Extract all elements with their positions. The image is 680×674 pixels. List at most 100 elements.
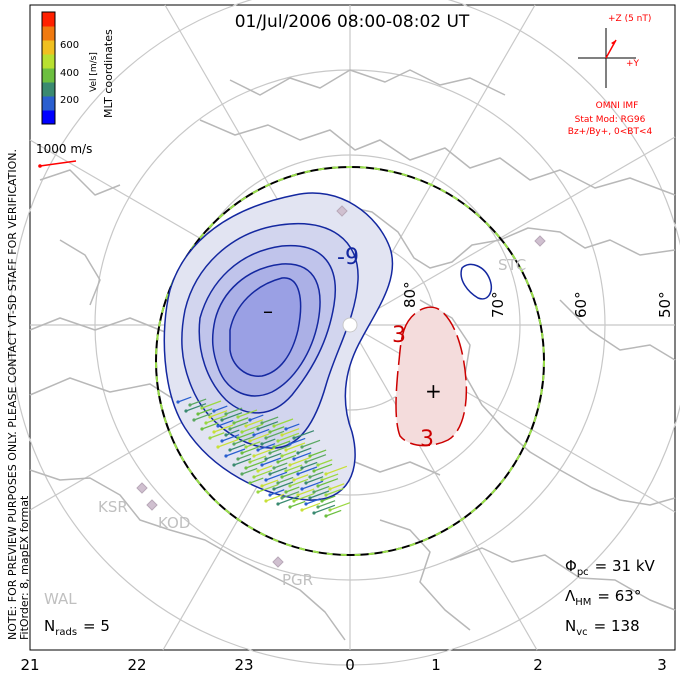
velocity-vector bbox=[321, 473, 339, 481]
vector-origin bbox=[252, 454, 256, 458]
velocity-vector bbox=[261, 457, 282, 466]
vector-origin bbox=[220, 439, 224, 443]
latitude-label-60: 60° bbox=[572, 291, 590, 318]
velocity-vector bbox=[281, 428, 300, 436]
mlt-label-22: 22 bbox=[127, 656, 146, 674]
velocity-vector bbox=[257, 421, 279, 430]
velocity-vector bbox=[249, 455, 267, 463]
velocity-vector bbox=[201, 422, 219, 430]
velocity-vector bbox=[285, 486, 300, 493]
vector-origin bbox=[292, 457, 296, 461]
vector-origin bbox=[184, 409, 188, 413]
velocity-vector bbox=[285, 423, 300, 430]
velocity-vector bbox=[209, 432, 225, 439]
velocity-vector bbox=[213, 405, 228, 412]
velocity-vector bbox=[261, 416, 279, 424]
hm-boundary-latitude: ΛHM = 63° bbox=[565, 587, 641, 608]
velocity-vector bbox=[241, 467, 258, 475]
vector-origin bbox=[236, 457, 240, 461]
vector-origin bbox=[292, 478, 296, 482]
vector-origin bbox=[248, 418, 252, 422]
velocity-vector bbox=[317, 478, 339, 487]
station-label-stc: STC bbox=[498, 256, 526, 274]
velocity-vector bbox=[237, 431, 255, 439]
vector-origin bbox=[248, 460, 252, 464]
imf-indicator: +Z (5 nT) +Y OMNI IMF Stat Mod: RG96 Bz+… bbox=[568, 14, 653, 137]
vector-origin bbox=[304, 481, 308, 485]
cross-polar-potential: Φpc = 31 kV bbox=[565, 557, 656, 578]
velocity-vector bbox=[205, 414, 228, 424]
colorbar-tick-400: 400 bbox=[60, 68, 79, 79]
colorbar-segment bbox=[42, 54, 55, 69]
potential-maximum-marker: + bbox=[425, 379, 442, 403]
velocity-vectors bbox=[176, 396, 351, 518]
velocity-vector bbox=[249, 477, 264, 484]
colorbar-segment bbox=[42, 26, 55, 41]
velocity-vector bbox=[221, 434, 240, 442]
vector-origin bbox=[308, 475, 312, 479]
velocity-vector bbox=[177, 396, 192, 403]
velocity-vector bbox=[269, 426, 285, 433]
vector-origin bbox=[216, 445, 220, 449]
velocity-vector bbox=[317, 500, 336, 508]
vector-origin bbox=[316, 463, 320, 467]
velocity-vector bbox=[329, 502, 351, 511]
mlt-label-23: 23 bbox=[234, 656, 253, 674]
velocity-vector bbox=[253, 447, 276, 457]
velocity-vector bbox=[269, 445, 291, 454]
latitude-label-50: 50° bbox=[656, 291, 674, 318]
velocity-vector bbox=[217, 438, 240, 448]
velocity-vector bbox=[257, 443, 276, 451]
vector-origin bbox=[264, 478, 268, 482]
velocity-vector bbox=[269, 467, 288, 475]
velocity-vector bbox=[293, 493, 315, 502]
vector-origin bbox=[228, 427, 232, 431]
potential-minimum-marker: – bbox=[263, 299, 273, 323]
vector-origin bbox=[288, 484, 292, 488]
velocity-vector bbox=[273, 418, 294, 427]
vector-origin bbox=[288, 463, 292, 467]
velocity-vector bbox=[285, 442, 306, 451]
velocity-vector bbox=[265, 430, 285, 439]
velocity-vector bbox=[245, 460, 267, 469]
colorbar-tick-200: 200 bbox=[60, 95, 79, 106]
vector-origin bbox=[232, 421, 236, 425]
vector-origin bbox=[300, 445, 304, 449]
vector-origin bbox=[284, 427, 288, 431]
vector-origin bbox=[244, 445, 248, 449]
velocity-vector bbox=[189, 398, 207, 406]
scale-vector: 1000 m/s bbox=[36, 142, 92, 168]
velocity-vector bbox=[229, 443, 246, 451]
vector-origin bbox=[244, 424, 248, 428]
velocity-vector bbox=[233, 458, 252, 466]
vector-origin bbox=[212, 430, 216, 434]
hm-boundary-dash bbox=[155, 166, 545, 556]
vector-origin bbox=[304, 460, 308, 464]
vector-origin bbox=[284, 469, 288, 473]
velocity-vector bbox=[253, 469, 273, 478]
positive-convection-cell: 3 3 + bbox=[392, 306, 468, 452]
vector-origin bbox=[280, 475, 284, 479]
velocity-vector bbox=[257, 484, 279, 493]
vector-origin bbox=[300, 487, 304, 491]
vector-origin bbox=[316, 484, 320, 488]
velocity-vector bbox=[293, 474, 309, 481]
vector-origin bbox=[208, 436, 212, 440]
preview-note: NOTE: FOR PREVIEW PURPOSES ONLY. PLEASE … bbox=[6, 149, 19, 640]
vector-origin bbox=[280, 454, 284, 458]
vector-origin bbox=[256, 427, 260, 431]
vector-origin bbox=[276, 439, 280, 443]
vector-origin bbox=[248, 439, 252, 443]
vector-origin bbox=[324, 472, 328, 476]
vector-origin bbox=[308, 496, 312, 500]
vector-origin bbox=[200, 406, 204, 410]
velocity-vector bbox=[313, 463, 333, 472]
velocity-vector bbox=[225, 448, 246, 457]
positive-contour bbox=[395, 306, 468, 447]
mlt-label-0: 0 bbox=[345, 656, 355, 674]
vector-origin bbox=[296, 451, 300, 455]
vector-origin bbox=[240, 472, 244, 476]
velocity-vector bbox=[261, 479, 279, 487]
velocity-colorbar: 600 400 200 Vel [m/s] MLT coordinates bbox=[41, 11, 115, 125]
